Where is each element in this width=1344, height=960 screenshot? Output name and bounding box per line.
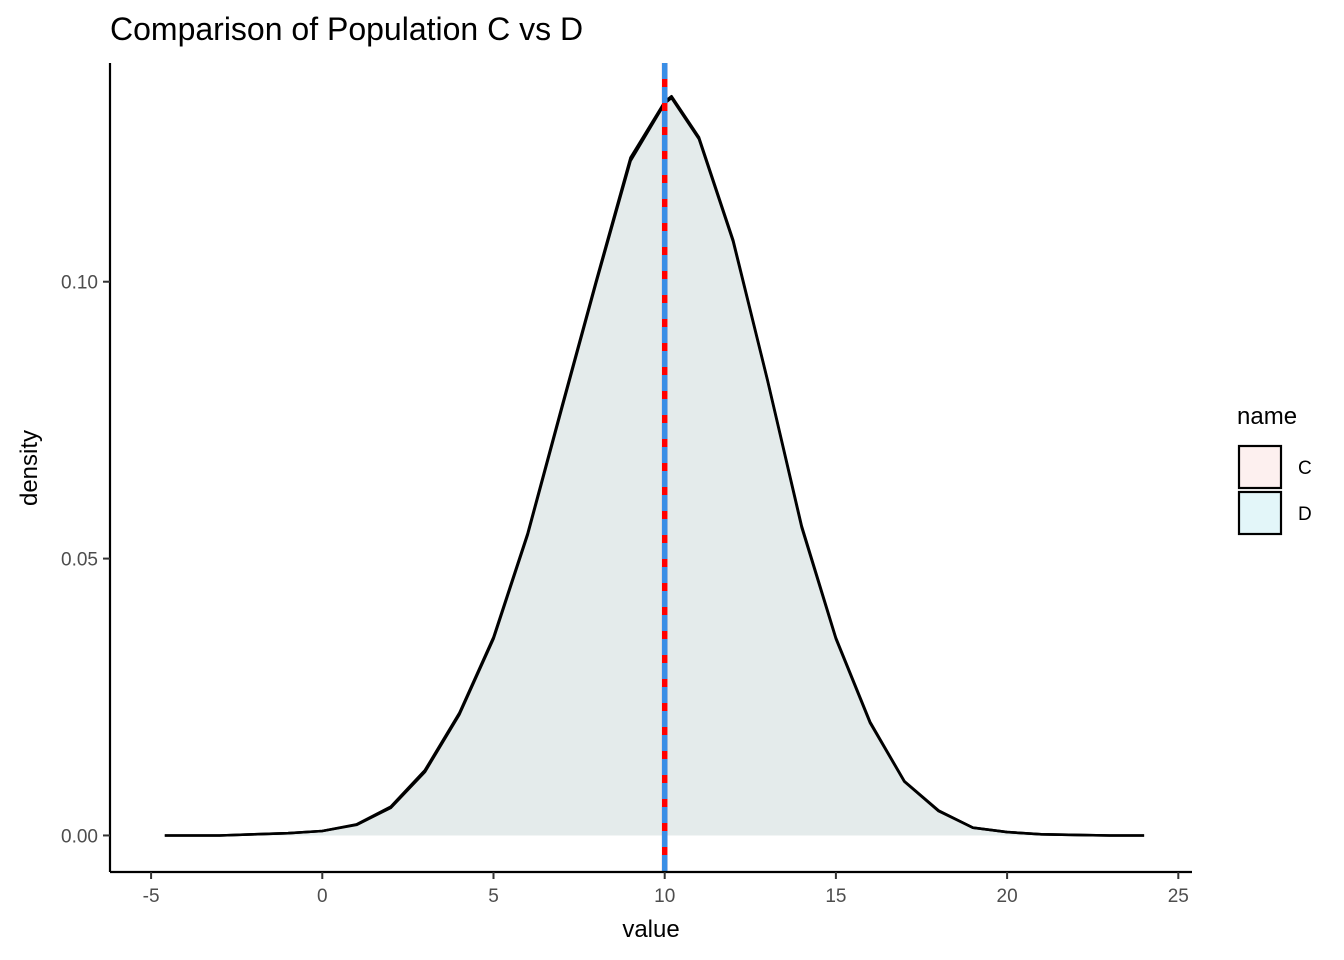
y-tick-label: 0.05 [61,550,98,571]
density-area-d [164,97,1145,836]
legend-key-d [1237,490,1283,536]
density-areas [164,96,1145,836]
x-axis-title: value [622,916,679,943]
y-axis-ticks: 0.00 0.05 0.10 [61,273,110,847]
y-tick-label: 0.10 [61,273,98,294]
density-curves [164,94,1145,837]
legend-label-d: D [1298,504,1312,525]
legend: name C D [1237,403,1312,536]
x-tick-label: 25 [1168,886,1189,907]
x-tick-label: 15 [825,886,846,907]
chart-title: Comparison of Population C vs D [110,11,583,47]
x-tick-label: 20 [997,886,1018,907]
legend-title: name [1237,403,1297,430]
x-tick-label: 0 [317,886,328,907]
x-tick-label: 5 [488,886,499,907]
x-tick-label: 10 [654,886,675,907]
legend-label-c: C [1298,458,1312,479]
y-tick-label: 0.00 [61,826,98,847]
x-axis-ticks: -5 0 5 10 15 20 25 [143,872,1189,907]
x-tick-label: -5 [143,886,160,907]
density-curve-d [164,96,1145,837]
density-area-c [164,96,1145,836]
legend-key-c [1237,444,1283,490]
y-axis-title: density [16,430,43,506]
